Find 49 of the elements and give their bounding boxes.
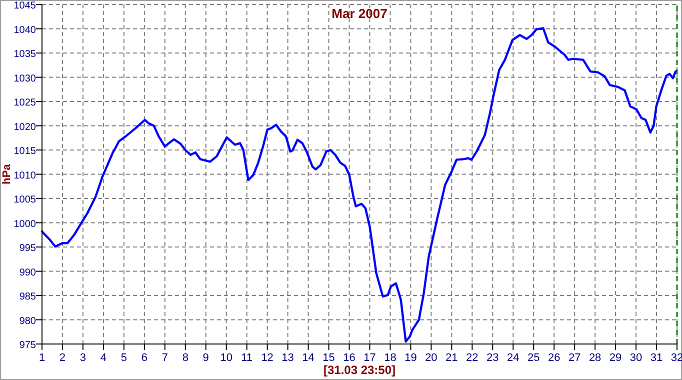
y-tick-label: 990: [19, 267, 36, 278]
x-tick-label: 26: [548, 352, 560, 364]
x-tick-label: 11: [241, 352, 253, 364]
x-tick-label: 16: [343, 352, 356, 364]
y-tick-label: 980: [19, 316, 36, 327]
y-tick-label: 1035: [14, 49, 36, 60]
x-tick-label: 12: [261, 352, 274, 364]
y-tick-label: 1010: [14, 170, 36, 182]
x-axis-title: [31.03 23:50]: [323, 363, 396, 377]
x-tick-label: 6: [141, 352, 148, 364]
x-tick-label: 30: [630, 352, 642, 364]
y-tick-label: 975: [19, 340, 36, 351]
y-tick-label: 1030: [14, 73, 36, 84]
x-tick-label: 28: [588, 352, 602, 364]
x-tick-label: 4: [100, 352, 107, 364]
x-tick-label: 3: [80, 352, 86, 364]
x-tick-label: 15: [322, 352, 335, 364]
x-tick-label: 7: [162, 352, 168, 364]
x-tick-label: 27: [568, 352, 581, 364]
x-tick-label: 21: [446, 352, 458, 364]
x-tick-label: 29: [609, 352, 622, 364]
x-tick-label: 24: [507, 352, 520, 364]
y-tick-label: 985: [19, 292, 36, 302]
x-tick-label: 10: [220, 352, 232, 364]
y-tick-label: 1005: [14, 194, 36, 206]
x-tick-label: 1: [38, 352, 46, 364]
x-tick-label: 5: [120, 352, 127, 364]
y-tick-label: 1025: [14, 98, 36, 108]
x-tick-label: 17: [364, 352, 376, 364]
x-tick-label: 22: [466, 352, 478, 364]
y-tick-label: 1045: [14, 0, 36, 12]
x-tick-label: 25: [527, 352, 540, 364]
y-tick-label: 995: [19, 243, 36, 254]
x-tick-label: 23: [486, 352, 499, 364]
x-tick-label: 13: [282, 352, 294, 364]
x-tick-label: 9: [202, 352, 209, 364]
x-tick-label: 14: [302, 352, 314, 364]
y-axis-title: hPa: [1, 163, 13, 184]
chart-title: Mar 2007: [332, 6, 388, 21]
x-tick-label: 2: [59, 352, 66, 364]
y-tick-label: 1040: [14, 24, 36, 36]
x-tick-label: 19: [404, 352, 417, 364]
x-tick-label: 18: [384, 352, 396, 364]
x-tick-label: 8: [182, 352, 188, 364]
y-tick-label: 1015: [14, 146, 36, 157]
y-tick-label: 1020: [14, 122, 36, 133]
x-tick-label: 31: [650, 352, 663, 364]
x-tick-label: 20: [425, 352, 438, 364]
y-tick-label: 1000: [14, 218, 36, 230]
